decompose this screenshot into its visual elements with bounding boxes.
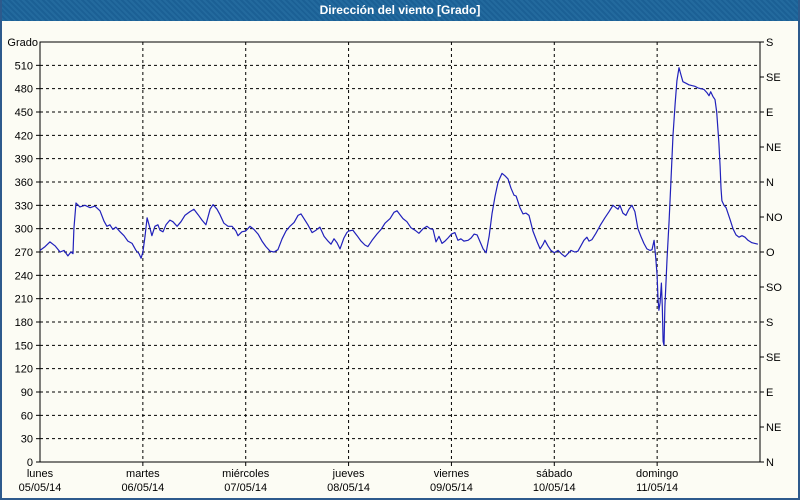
x-date-label: 06/05/14 — [121, 482, 164, 494]
x-day-label: martes — [126, 468, 160, 480]
x-day-label: sábado — [536, 468, 572, 480]
y-tick-label-left: 30 — [21, 434, 33, 446]
wind-direction-line — [39, 67, 759, 346]
y-tick-label-right: E — [766, 107, 773, 119]
y-tick-label-right: O — [766, 247, 775, 259]
x-day-label: domingo — [636, 468, 678, 480]
y-tick-label-left: 150 — [15, 340, 33, 352]
x-date-label: 07/05/14 — [224, 482, 267, 494]
y-tick-label-left: 480 — [15, 84, 33, 96]
y-tick-label-left: 420 — [15, 130, 33, 142]
y-tick-label-left: 450 — [15, 107, 33, 119]
x-date-label: 05/05/14 — [19, 482, 62, 494]
y-tick-label-right: S — [766, 317, 773, 329]
y-tick-label-left: 90 — [21, 387, 33, 399]
x-day-label: jueves — [332, 468, 365, 480]
y-tick-label-right: S — [766, 37, 773, 49]
chart-title: Dirección del viento [Grado] — [319, 3, 481, 17]
y-tick-label-right: SE — [766, 352, 781, 364]
y-tick-label-left: 60 — [21, 410, 33, 422]
y-tick-label-left: 270 — [15, 247, 33, 259]
chart-title-bar: Dirección del viento [Grado] — [2, 0, 798, 21]
y-tick-label-left: 390 — [15, 154, 33, 166]
y-tick-label-right: NE — [766, 422, 781, 434]
y-tick-label-left: 300 — [15, 224, 33, 236]
y-tick-label-right: NE — [766, 142, 781, 154]
x-day-label: miércoles — [222, 468, 270, 480]
y-tick-label-left: 240 — [15, 270, 33, 282]
y-tick-label-left: 180 — [15, 317, 33, 329]
y-tick-label-right: E — [766, 387, 773, 399]
y-axis-title: Grado — [7, 37, 38, 49]
x-day-label: viernes — [434, 468, 470, 480]
y-tick-label-left: 330 — [15, 200, 33, 212]
x-date-label: 11/05/14 — [636, 482, 678, 494]
y-tick-label-left: 0 — [27, 457, 33, 469]
y-tick-label-left: 510 — [15, 60, 33, 72]
y-tick-label-right: N — [766, 177, 774, 189]
y-tick-label-left: 120 — [15, 364, 33, 376]
x-date-label: 08/05/14 — [327, 482, 370, 494]
y-tick-label-left: 210 — [15, 294, 33, 306]
x-date-label: 09/05/14 — [430, 482, 473, 494]
y-tick-label-right: SE — [766, 72, 781, 84]
y-tick-label-right: NO — [766, 212, 783, 224]
y-tick-label-right: SO — [766, 282, 782, 294]
x-day-label: lunes — [27, 468, 54, 480]
y-tick-label-right: N — [766, 457, 774, 469]
x-date-label: 10/05/14 — [533, 482, 576, 494]
y-tick-label-left: 360 — [15, 177, 33, 189]
